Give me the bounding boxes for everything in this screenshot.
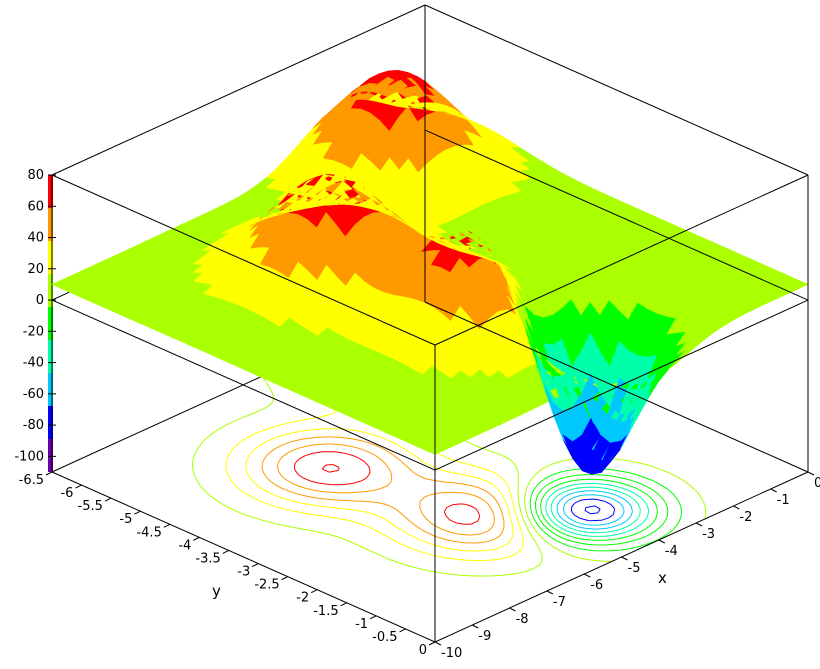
colorbar-label: 60	[27, 199, 44, 214]
x-tick-label: -6	[590, 578, 603, 593]
y-tick	[310, 589, 318, 594]
colorbar-segment	[48, 175, 53, 208]
y-tick-label: -1	[355, 617, 368, 632]
y-tick	[281, 576, 288, 581]
box-edge	[51, 471, 436, 643]
x-tick	[621, 556, 628, 561]
x-tick-label: -1	[777, 493, 790, 508]
y-tick	[75, 484, 82, 489]
x-tick	[695, 522, 703, 527]
y-tick	[340, 602, 347, 607]
contour-line	[545, 482, 649, 537]
colorbar-label: -40	[23, 356, 44, 371]
colorbar-label: -80	[23, 418, 44, 433]
y-tick	[45, 471, 53, 476]
x-tick	[770, 488, 777, 493]
colorbar-segment	[48, 373, 53, 406]
colorbar-segment	[48, 340, 53, 373]
contour-line	[321, 464, 340, 473]
y-tick	[252, 563, 259, 567]
y-tick	[369, 615, 377, 620]
x-tick-label: -8	[516, 612, 529, 627]
y-tick-label: -1.5	[313, 604, 338, 619]
contour-line	[535, 474, 669, 546]
x-tick	[472, 624, 479, 629]
colorbar-segment	[48, 241, 53, 274]
x-tick-label: -9	[478, 629, 491, 644]
y-tick-label: -0.5	[372, 630, 397, 645]
y-tick	[134, 510, 141, 515]
surface	[51, 70, 809, 475]
zero-plane-edge	[51, 299, 436, 471]
x-tick	[509, 607, 516, 612]
y-tick	[104, 497, 112, 502]
colorbar-segment	[48, 307, 53, 340]
y-tick-label: -4.5	[136, 525, 161, 540]
y-tick	[193, 536, 200, 541]
x-tick-label: -7	[553, 595, 566, 610]
contour-line	[571, 498, 616, 522]
y-tick-label: -3	[237, 565, 250, 580]
contour-line	[556, 490, 633, 530]
zero-plane-edge	[424, 129, 809, 301]
box-edge	[51, 174, 436, 346]
colorbar-segment	[48, 406, 53, 439]
colorbar: 80 60 40 20 0 -20 -40 -60 -80 -100	[14, 168, 56, 472]
y-tick-label: 0	[419, 643, 427, 658]
y-tick-label: -4	[178, 538, 191, 553]
x-tick-label: -2	[739, 510, 752, 525]
contour-line	[524, 457, 707, 562]
y-tick-label: -2	[296, 591, 309, 606]
contour-line	[529, 468, 682, 552]
colorbar-label: 80	[27, 168, 44, 183]
y-tick-label: -5	[119, 512, 132, 527]
colorbar-segment	[48, 274, 53, 307]
contour-line	[562, 494, 625, 526]
y-tick-label: -2.5	[254, 578, 279, 593]
y-tick	[399, 628, 406, 633]
colorbar-label: 40	[27, 231, 44, 246]
y-tick	[222, 550, 229, 554]
box-edge	[434, 174, 809, 346]
x-tick-label: -10	[441, 646, 462, 661]
y-tick	[428, 641, 436, 646]
x-tick	[658, 539, 666, 544]
colorbar-label: -20	[23, 324, 44, 339]
x-axis-label: x	[658, 569, 667, 587]
contour-line	[584, 505, 601, 515]
contour-line	[550, 486, 641, 534]
x-tick	[583, 573, 591, 578]
contour-line	[540, 478, 658, 541]
colorbar-segment	[48, 439, 53, 472]
x-tick-label: -4	[665, 544, 678, 559]
x-tick	[546, 590, 554, 595]
y-tick-label: -5.5	[78, 499, 103, 514]
box-edge	[424, 4, 809, 176]
x-tick	[807, 471, 815, 476]
colorbar-label: 20	[27, 262, 44, 277]
colorbar-label: -60	[23, 387, 44, 402]
y-tick-label: -6.5	[19, 473, 44, 488]
colorbar-segment	[48, 208, 53, 241]
box-edge	[51, 4, 426, 176]
x-tick	[733, 505, 740, 510]
colorbar-label: 0	[36, 293, 44, 308]
x-tick-label: 0	[814, 476, 820, 491]
x-tick-label: -3	[702, 527, 715, 542]
axis-ticks: -6.5 -6 -5.5 -5 -4.5 -4 -3.5 -3 -2.5 -2 -1.5 -1 -0.5…	[19, 471, 820, 661]
x-tick-label: -5	[628, 561, 641, 576]
colorbar-label: -100	[14, 449, 44, 464]
y-axis-label: y	[212, 582, 221, 600]
y-tick	[163, 523, 171, 528]
y-tick-label: -6	[60, 486, 73, 501]
x-tick	[434, 641, 442, 646]
zero-plane-edge	[434, 299, 809, 471]
y-tick-label: -3.5	[195, 551, 220, 566]
